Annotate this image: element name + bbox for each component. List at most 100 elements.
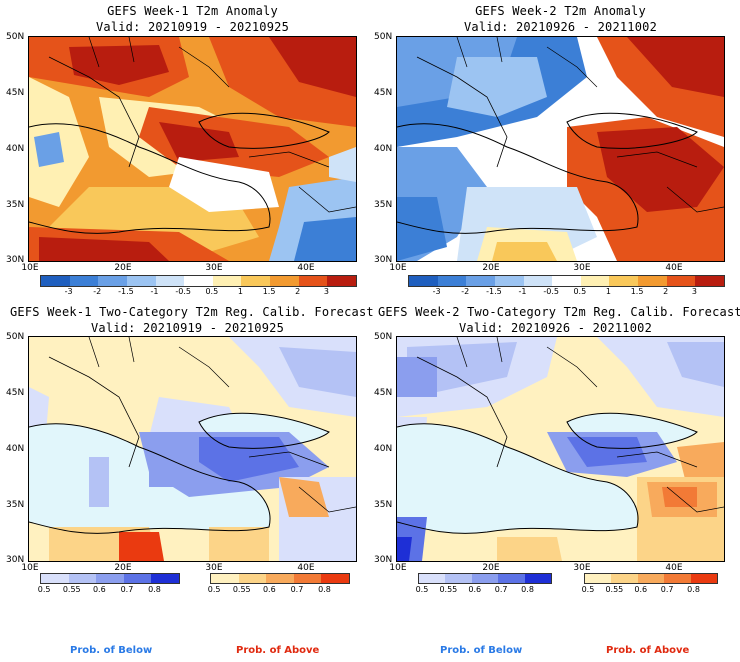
anomaly-colorbar bbox=[408, 275, 725, 287]
lat-label: 50N bbox=[374, 32, 393, 42]
colorbar-tick-label: 0.8 bbox=[521, 585, 534, 594]
lon-label: 30E bbox=[573, 263, 591, 273]
panel-title: GEFS Week-2 T2m Anomaly bbox=[475, 4, 646, 18]
lat-label: 40N bbox=[6, 144, 25, 154]
below-colorbar bbox=[40, 573, 180, 584]
colorbar-swatch bbox=[68, 574, 97, 583]
colorbar-tick-label: -1 bbox=[150, 287, 159, 296]
colorbar-tick-label: -2 bbox=[93, 287, 102, 296]
lon-label: 40E bbox=[297, 263, 315, 273]
prob-above-label: Prob. of Above bbox=[606, 645, 690, 656]
colorbar-tick-label: 0.5 bbox=[573, 287, 587, 296]
lat-label: 40N bbox=[6, 444, 25, 454]
above-colorbar bbox=[584, 573, 718, 584]
lat-label: 50N bbox=[6, 332, 25, 342]
colorbar-tick-label: -1 bbox=[518, 287, 527, 296]
colorbar-tick-label: 0.55 bbox=[232, 585, 251, 594]
lat-label: 45N bbox=[374, 388, 393, 398]
colorbar-tick-label: 2 bbox=[295, 287, 301, 296]
probability-map-week1 bbox=[28, 336, 357, 562]
colorbar-tick-label: 0.7 bbox=[660, 585, 674, 594]
colorbar-tick-label: -0.5 bbox=[175, 287, 191, 296]
lon-label: 30E bbox=[573, 563, 591, 573]
colorbar-swatch bbox=[41, 574, 69, 583]
anomaly-colorbar bbox=[40, 275, 357, 287]
colorbar-tick-label: -0.5 bbox=[543, 287, 559, 296]
colorbar-swatch bbox=[666, 276, 696, 286]
prob-below-label: Prob. of Below bbox=[70, 645, 153, 656]
colorbar-tick-label: 1.5 bbox=[262, 287, 276, 296]
colorbar-swatch bbox=[96, 574, 124, 583]
lat-label: 50N bbox=[6, 32, 25, 42]
colorbar-swatch bbox=[409, 276, 438, 286]
colorbar-swatch bbox=[609, 276, 639, 286]
colorbar-tick-label: 0.55 bbox=[439, 585, 458, 594]
lon-label: 30E bbox=[205, 263, 223, 273]
colorbar-tick-label: 0.7 bbox=[494, 585, 508, 594]
lon-label: 10E bbox=[21, 263, 39, 273]
lat-label: 45N bbox=[374, 88, 393, 98]
colorbar-swatch bbox=[580, 276, 610, 286]
lon-label: 10E bbox=[389, 563, 407, 573]
colorbar-swatch bbox=[41, 276, 70, 286]
colorbar-swatch bbox=[327, 276, 357, 286]
colorbar-swatch bbox=[126, 276, 156, 286]
colorbar-swatch bbox=[266, 574, 294, 583]
lon-label: 10E bbox=[389, 263, 407, 273]
colorbar-tick-label: 0.6 bbox=[92, 585, 106, 594]
colorbar-tick-label: 0.7 bbox=[290, 585, 304, 594]
colorbar-tick-label: -1.5 bbox=[486, 287, 502, 296]
colorbar-tick-label: -2 bbox=[461, 287, 470, 296]
lon-label: 20E bbox=[114, 263, 132, 273]
panel-valid-dates: Valid: 20210919 - 20210925 bbox=[90, 321, 285, 335]
lon-label: 20E bbox=[482, 263, 500, 273]
lat-label: 35N bbox=[6, 500, 25, 510]
panel-title: GEFS Week-1 T2m Anomaly bbox=[107, 4, 278, 18]
colorbar-swatch bbox=[466, 276, 495, 286]
lon-label: 10E bbox=[21, 563, 39, 573]
colorbar-tick-label: 0.6 bbox=[634, 585, 648, 594]
colorbar-swatch bbox=[212, 276, 242, 286]
colorbar-swatch bbox=[585, 574, 612, 583]
prob-below-label: Prob. of Below bbox=[440, 645, 523, 656]
colorbar-tick-label: 0.8 bbox=[687, 585, 700, 594]
lat-label: 35N bbox=[6, 200, 25, 210]
lat-label: 50N bbox=[374, 332, 393, 342]
lon-label: 40E bbox=[665, 563, 683, 573]
colorbar-swatch bbox=[98, 276, 127, 286]
colorbar-tick-label: 0.5 bbox=[207, 585, 221, 594]
above-colorbar bbox=[210, 573, 350, 584]
colorbar-tick-label: 1 bbox=[605, 287, 611, 296]
colorbar-tick-label: 0.8 bbox=[148, 585, 161, 594]
colorbar-swatch bbox=[690, 574, 718, 583]
colorbar-tick-label: 3 bbox=[691, 287, 697, 296]
colorbar-tick-label: 3 bbox=[323, 287, 329, 296]
lat-label: 45N bbox=[6, 388, 25, 398]
lat-label: 35N bbox=[374, 200, 393, 210]
colorbar-swatch bbox=[445, 574, 472, 583]
probability-map-week2 bbox=[396, 336, 725, 562]
panel-valid-dates: Valid: 20210926 - 20211002 bbox=[458, 321, 653, 335]
colorbar-swatch bbox=[293, 574, 322, 583]
lat-label: 30N bbox=[374, 555, 393, 565]
colorbar-tick-label: 0.5 bbox=[205, 287, 219, 296]
colorbar-swatch bbox=[241, 276, 271, 286]
panel-title: GEFS Week-2 Two-Category T2m Reg. Calib.… bbox=[378, 305, 740, 319]
colorbar-swatch bbox=[69, 276, 99, 286]
below-colorbar bbox=[418, 573, 552, 584]
panel-valid-dates: Valid: 20210919 - 20210925 bbox=[95, 20, 290, 34]
colorbar-tick-label: 1.5 bbox=[630, 287, 644, 296]
colorbar-swatch bbox=[437, 276, 467, 286]
colorbar-swatch bbox=[638, 276, 667, 286]
colorbar-swatch bbox=[498, 574, 525, 583]
lon-label: 20E bbox=[114, 563, 132, 573]
prob-above-label: Prob. of Above bbox=[236, 645, 320, 656]
colorbar-tick-label: 0.55 bbox=[62, 585, 81, 594]
colorbar-swatch bbox=[664, 574, 691, 583]
colorbar-tick-label: 0.5 bbox=[415, 585, 429, 594]
colorbar-swatch bbox=[552, 276, 581, 286]
panel-title: GEFS Week-1 Two-Category T2m Reg. Calib.… bbox=[10, 305, 374, 319]
colorbar-swatch bbox=[523, 276, 553, 286]
colorbar-swatch bbox=[494, 276, 524, 286]
colorbar-tick-label: 0.8 bbox=[318, 585, 331, 594]
